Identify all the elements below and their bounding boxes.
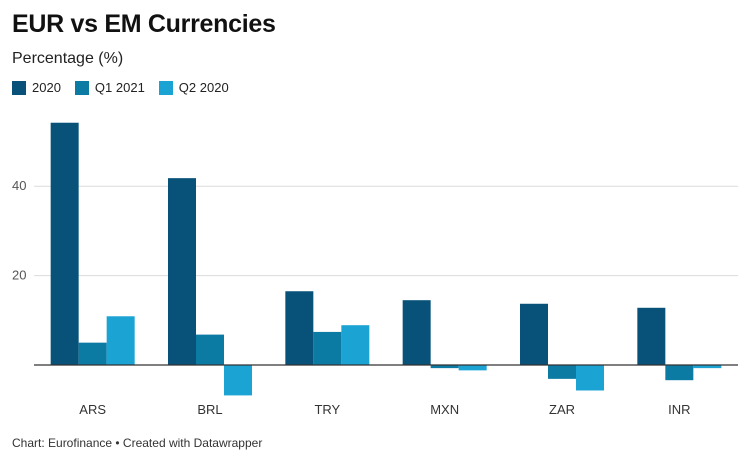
bar xyxy=(576,365,604,391)
x-tick-label: ARS xyxy=(79,402,106,417)
legend-item-q2-2020: Q2 2020 xyxy=(158,80,229,95)
bar xyxy=(341,325,370,365)
bar xyxy=(106,316,135,365)
x-tick-label: BRL xyxy=(197,402,222,417)
bar xyxy=(520,303,548,365)
bar xyxy=(430,365,459,369)
legend-item-2020: 2020 xyxy=(12,80,61,95)
chart-subtitle: Percentage (%) xyxy=(12,50,124,67)
y-tick-label: 20 xyxy=(12,268,26,283)
y-tick-label: 40 xyxy=(12,178,26,193)
legend-label: Q1 2021 xyxy=(94,80,145,95)
chart-footer: Chart: Eurofinance • Created with Datawr… xyxy=(12,436,263,450)
x-tick-label: INR xyxy=(668,402,690,417)
legend-item-q1-2021: Q1 2021 xyxy=(74,80,145,95)
chart-title: EUR vs EM Currencies xyxy=(12,10,276,38)
bar xyxy=(285,291,314,365)
legend-swatch xyxy=(74,80,89,95)
bar xyxy=(665,365,694,381)
bar xyxy=(50,122,79,365)
x-tick-label: ZAR xyxy=(549,402,575,417)
x-tick-label: TRY xyxy=(314,402,340,417)
bar xyxy=(168,178,196,365)
bar xyxy=(196,334,224,365)
bar xyxy=(548,365,576,379)
bar xyxy=(637,307,666,365)
legend: 2020 Q1 2021 Q2 2020 xyxy=(12,80,243,95)
bar xyxy=(458,365,487,371)
legend-swatch xyxy=(12,80,26,95)
x-tick-label: MXN xyxy=(430,402,459,417)
legend-label: 2020 xyxy=(32,80,61,95)
bar xyxy=(402,300,431,365)
bar xyxy=(78,342,107,365)
bar xyxy=(313,331,342,365)
legend-swatch xyxy=(158,80,173,95)
legend-label: Q2 2020 xyxy=(178,80,229,95)
bar xyxy=(693,365,722,369)
bar xyxy=(224,365,252,396)
